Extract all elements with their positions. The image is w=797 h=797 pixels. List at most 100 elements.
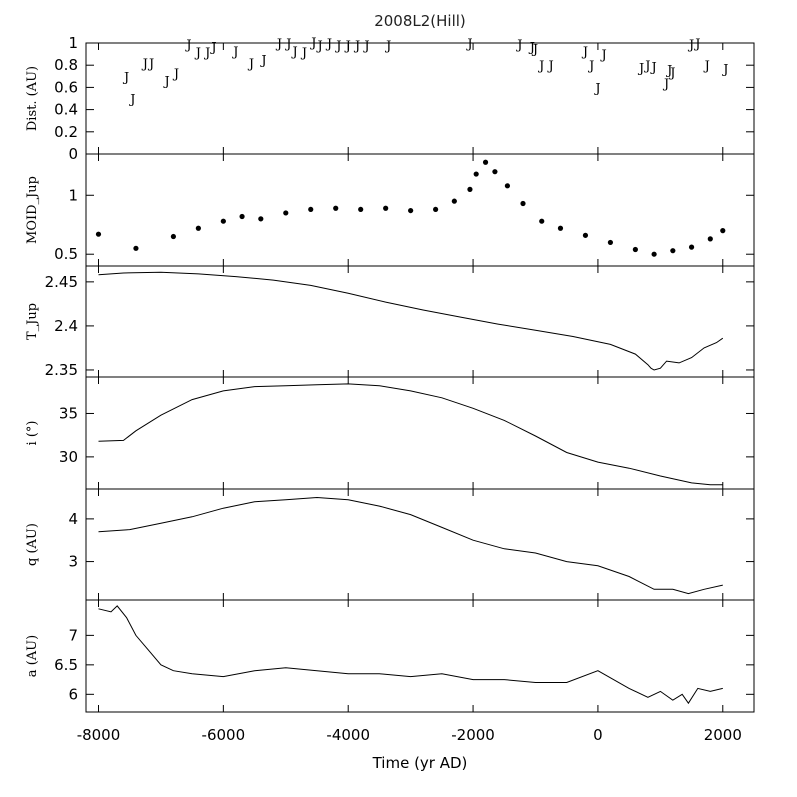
panel-frame-moid <box>85 153 755 267</box>
y-tick-label-incl: 35 <box>59 404 78 422</box>
data-point-dist: J <box>194 46 201 61</box>
data-point-dist: J <box>231 45 238 60</box>
panel-incl: 30 35 i (°) <box>25 376 755 490</box>
data-point-dist: J <box>344 39 351 54</box>
data-point-dist: J <box>163 75 170 90</box>
data-point-moid <box>520 200 526 207</box>
y-tick-label-q: 3 <box>68 553 78 571</box>
y-tick-label-dist: 0.4 <box>54 101 78 119</box>
data-point-moid <box>433 206 439 213</box>
data-point-moid <box>133 245 139 251</box>
data-point-moid <box>473 171 479 177</box>
data-point-dist: J <box>693 37 700 52</box>
y-tick-label-tjup: 2.4 <box>54 317 78 335</box>
panel-frame-a <box>85 599 755 713</box>
data-point-moid <box>720 228 726 234</box>
y-axis-label-a: a (AU) <box>25 635 40 677</box>
data-point-moid <box>408 207 414 214</box>
y-axis-label-tjup: T_Jup <box>25 303 40 340</box>
y-axis-label-incl: i (°) <box>25 421 40 446</box>
data-point-dist: J <box>721 63 728 78</box>
x-axis: -8000 -6000 -4000 -2000 0 2000 <box>77 726 742 744</box>
y-tick-label-dist: 1 <box>68 34 78 52</box>
data-point-dist: J <box>209 40 216 55</box>
panel-q: 3 4 q (AU) <box>25 488 755 601</box>
x-tick-label: 0 <box>593 726 603 744</box>
x-tick-label: 2000 <box>704 726 742 744</box>
data-point-moid <box>383 205 389 211</box>
data-point-dist: J <box>668 66 675 81</box>
data-point-dist: J <box>203 46 210 61</box>
data-point-moid <box>492 169 498 175</box>
data-point-dist: J <box>537 59 544 74</box>
y-tick-label-tjup: 2.45 <box>45 273 78 291</box>
data-point-dist: J <box>515 38 522 53</box>
y-tick-label-a: 6 <box>68 685 78 703</box>
x-axis-label: Time (yr AD) <box>372 754 468 772</box>
y-tick-label-moid: 0.5 <box>54 245 78 263</box>
data-point-dist: J <box>259 54 266 69</box>
data-point-moid <box>670 248 676 254</box>
data-point-dist: J <box>384 39 391 54</box>
data-point-moid <box>632 246 638 253</box>
data-point-dist: J <box>309 36 316 51</box>
data-point-moid <box>539 218 545 224</box>
y-tick-label-a: 6.5 <box>54 656 78 674</box>
data-point-moid <box>582 232 589 238</box>
y-tick-label-tjup: 2.35 <box>45 361 78 379</box>
data-point-dist: J <box>141 57 148 72</box>
y-tick-label-incl: 30 <box>59 448 78 466</box>
data-point-dist: J <box>465 37 472 52</box>
y-axis-label-moid: MOID_Jup <box>25 176 40 244</box>
data-point-dist: J <box>581 45 588 60</box>
chart-title: 2008L2(Hill) <box>374 12 466 30</box>
data-point-dist: J <box>600 48 607 63</box>
data-point-dist: J <box>291 45 298 60</box>
data-point-moid <box>170 233 177 240</box>
data-point-dist: J <box>362 39 369 54</box>
data-point-moid <box>504 183 511 189</box>
y-tick-label-q: 4 <box>68 510 78 528</box>
data-point-dist: J <box>703 59 710 74</box>
data-point-dist: J <box>247 57 254 72</box>
data-point-moid <box>688 244 695 250</box>
y-axis-label-dist: Dist. (AU) <box>25 66 40 131</box>
data-point-dist: J <box>184 38 191 53</box>
data-point-dist: J <box>531 43 538 58</box>
data-point-moid <box>607 239 614 246</box>
data-point-dist: J <box>300 46 307 61</box>
x-tick-label: -4000 <box>326 726 370 744</box>
x-tick-label: -6000 <box>202 726 246 744</box>
data-point-dist: J <box>528 40 535 55</box>
data-point-dist: J <box>650 60 657 75</box>
data-point-dist: J <box>643 59 650 74</box>
data-point-dist: J <box>147 57 154 72</box>
data-point-dist: J <box>316 39 323 54</box>
data-point-moid <box>333 205 339 211</box>
data-point-moid <box>358 206 364 213</box>
data-point-dist: J <box>546 59 553 74</box>
panel-moid: 0.5 1 MOID_Jup <box>25 153 755 267</box>
x-tick-label: -8000 <box>77 726 121 744</box>
data-point-moid <box>283 210 289 216</box>
y-tick-label-moid: 1 <box>68 186 78 204</box>
data-point-moid <box>707 236 713 242</box>
panel-frame-tjup <box>85 265 755 378</box>
data-point-moid <box>308 206 314 213</box>
panel-frame-q <box>85 488 755 601</box>
panel-frame-incl <box>85 376 755 490</box>
data-point-dist: J <box>122 70 129 85</box>
data-point-dist: J <box>128 93 135 108</box>
y-tick-label-dist: 0 <box>68 145 78 163</box>
data-point-moid <box>557 225 564 231</box>
data-point-dist: J <box>593 81 600 96</box>
data-point-dist: J <box>587 59 594 74</box>
data-point-dist: J <box>325 37 332 52</box>
data-point-dist: J <box>172 67 179 82</box>
data-point-dist: J <box>687 38 694 53</box>
data-point-moid <box>467 186 473 192</box>
data-point-moid <box>482 159 489 165</box>
